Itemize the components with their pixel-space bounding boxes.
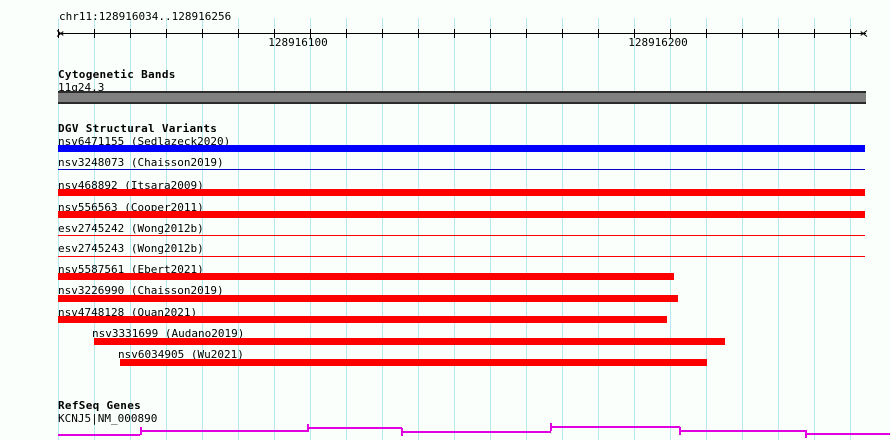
dgv-variant-bar[interactable] xyxy=(58,316,667,323)
ruler-tick xyxy=(634,29,635,38)
dgv-variant-bar[interactable] xyxy=(58,256,865,257)
gridline xyxy=(598,18,599,440)
refseq-gene-label: KCNJ5|NM_000890 xyxy=(58,412,158,425)
ruler-tick xyxy=(238,29,239,38)
ruler-tick xyxy=(166,29,167,38)
dgv-variant-bar[interactable] xyxy=(120,359,707,366)
dgv-variant-bar[interactable] xyxy=(58,235,865,236)
gridline xyxy=(634,18,635,440)
dgv-variant-bar[interactable] xyxy=(58,189,865,196)
refseq-gene-model[interactable] xyxy=(58,423,890,438)
dgv-variant-bar[interactable] xyxy=(58,169,865,170)
gridline xyxy=(706,18,707,440)
gridline xyxy=(490,18,491,440)
ruler-tick xyxy=(346,29,347,38)
ruler-tick xyxy=(382,29,383,38)
ruler-tick xyxy=(850,29,851,38)
ruler-right-arrow-icon xyxy=(856,28,867,39)
gridline xyxy=(526,18,527,440)
gene-segment xyxy=(679,430,806,432)
gridline xyxy=(346,18,347,440)
gridline xyxy=(382,18,383,440)
dgv-variant-label: nsv5587561 (Ebert2021) xyxy=(58,263,204,276)
cytoband-label: 11q24.3 xyxy=(58,81,105,94)
dgv-variant-bar[interactable] xyxy=(58,273,674,280)
gene-segment xyxy=(58,434,140,436)
ruler-tick-label: 128916100 xyxy=(268,36,328,49)
gridline xyxy=(238,18,239,440)
ruler-tick xyxy=(814,29,815,38)
coordinate-ruler[interactable] xyxy=(58,29,866,38)
ruler-tick xyxy=(526,29,527,38)
gridline xyxy=(670,18,671,440)
ruler-tick xyxy=(418,29,419,38)
gridline xyxy=(310,18,311,440)
ruler-tick xyxy=(670,29,671,38)
gridline xyxy=(418,18,419,440)
dgv-variant-label: nsv3248073 (Chaisson2019) xyxy=(58,156,224,169)
ruler-tick-label: 128916200 xyxy=(628,36,688,49)
dgv-variant-bar[interactable] xyxy=(58,211,865,218)
gene-segment xyxy=(307,427,402,429)
dgv-variant-label: nsv468892 (Itsara2009) xyxy=(58,179,204,192)
ruler-tick xyxy=(58,29,59,38)
dgv-variant-label: nsv6471155 (Sedlazeck2020) xyxy=(58,135,231,148)
ruler-tick xyxy=(706,29,707,38)
ruler-tick xyxy=(274,29,275,38)
gridline xyxy=(778,18,779,440)
ruler-tick xyxy=(742,29,743,38)
refseq-genes-title: RefSeq Genes xyxy=(58,399,142,412)
dgv-variant-label: esv2745242 (Wong2012b) xyxy=(58,222,204,235)
gridline xyxy=(850,18,851,440)
ruler-tick xyxy=(454,29,455,38)
gene-segment xyxy=(805,433,890,435)
ruler-tick xyxy=(310,29,311,38)
dgv-variant-label: nsv556563 (Cooper2011) xyxy=(58,201,204,214)
gene-segment xyxy=(140,430,308,432)
cytogenetic-bands-title: Cytogenetic Bands xyxy=(58,68,176,81)
ruler-tick xyxy=(130,29,131,38)
ruler-tick xyxy=(202,29,203,38)
ruler-tick xyxy=(562,29,563,38)
gene-segment xyxy=(401,431,551,433)
dgv-variant-label: nsv4748128 (Quan2021) xyxy=(58,306,198,319)
gridline xyxy=(814,18,815,440)
locus-coordinate-label: chr11:128916034..128916256 xyxy=(59,10,232,23)
dgv-variant-label: nsv3226990 (Chaisson2019) xyxy=(58,284,224,297)
gridline xyxy=(742,18,743,440)
dgv-structural-variants-title: DGV Structural Variants xyxy=(58,122,218,135)
ruler-tick xyxy=(598,29,599,38)
dgv-variant-label: nsv3331699 (Audano2019) xyxy=(92,327,245,340)
gridline xyxy=(562,18,563,440)
dgv-variant-bar[interactable] xyxy=(94,338,725,345)
gridline xyxy=(454,18,455,440)
dgv-variant-bar[interactable] xyxy=(58,145,865,152)
cytoband-bar[interactable] xyxy=(58,91,866,104)
ruler-tick xyxy=(94,29,95,38)
dgv-variant-label: esv2745243 (Wong2012b) xyxy=(58,242,204,255)
dgv-variant-bar[interactable] xyxy=(58,295,678,302)
gridline xyxy=(274,18,275,440)
ruler-tick xyxy=(490,29,491,38)
gene-segment xyxy=(550,426,680,428)
dgv-variant-label: nsv6034905 (Wu2021) xyxy=(118,348,244,361)
ruler-tick xyxy=(778,29,779,38)
